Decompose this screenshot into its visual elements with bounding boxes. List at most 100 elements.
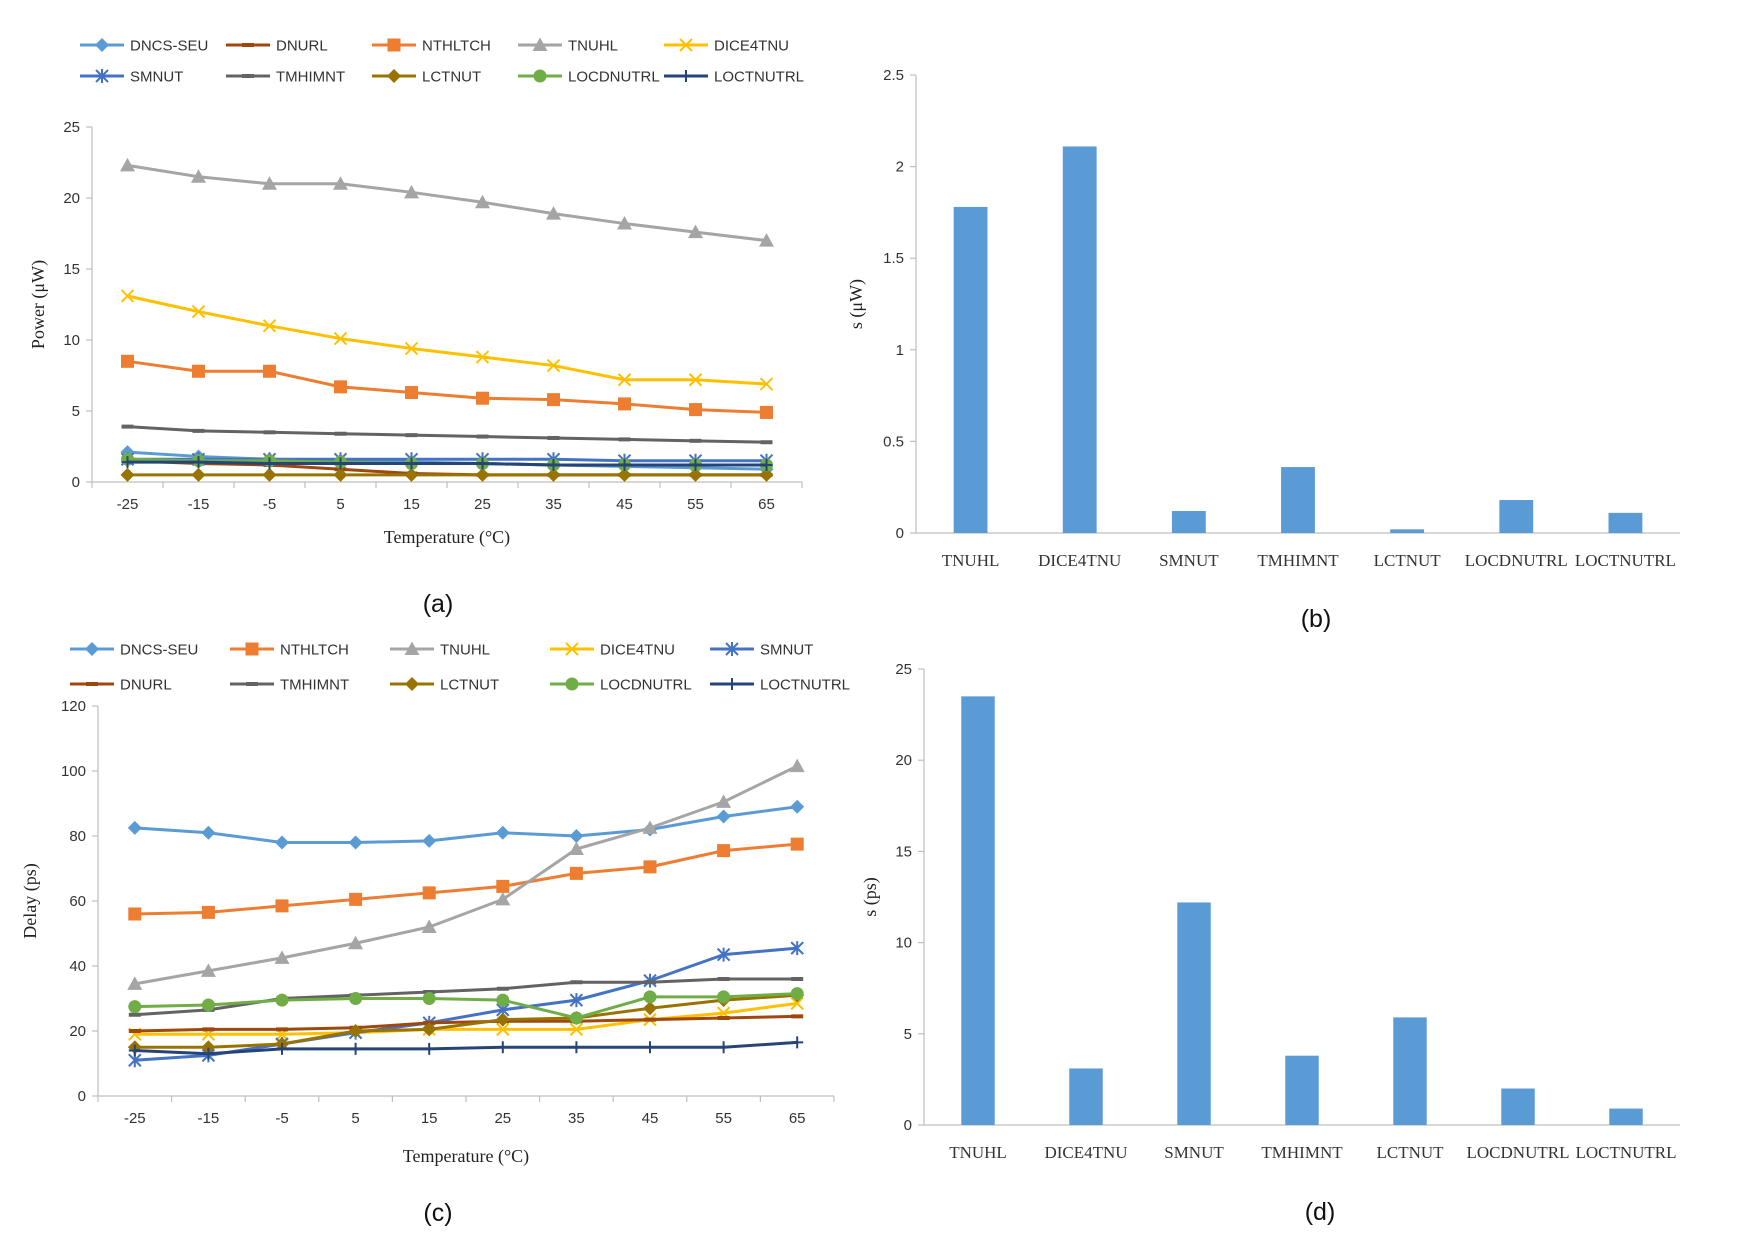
- data-point-smnut: [790, 941, 804, 956]
- data-point-locdnutrl: [717, 990, 731, 1004]
- data-point-dnurl: [202, 1027, 215, 1032]
- data-point-tnuhl: [333, 176, 348, 190]
- legend-label: DNURL: [276, 38, 328, 55]
- data-point-dice4tnu: [617, 373, 632, 387]
- series-tmhimnt: [121, 424, 773, 445]
- data-point-nthltch: [618, 397, 631, 411]
- x-tick-label: -5: [275, 1110, 288, 1127]
- data-point-loctnutrl: [791, 1036, 804, 1049]
- data-point-nthltch: [201, 905, 215, 919]
- data-point-tmhimnt: [128, 1012, 141, 1017]
- data-point-dice4tnu: [546, 358, 561, 373]
- x-tick-label: LOCDNUTRL: [1467, 1143, 1570, 1162]
- legend-label: SMNUT: [130, 69, 183, 86]
- data-point-tnuhl: [421, 919, 437, 933]
- data-point-dice4tnu: [262, 319, 277, 333]
- bar-dice4tnu: [1062, 146, 1097, 533]
- data-point-nthltch: [263, 364, 276, 378]
- y-tick-label: 80: [69, 828, 86, 845]
- legend: DNCS-SEU DNURL NTHLTCH TNUHL DICE4TNU SMNUT TM…: [80, 37, 804, 86]
- data-point-lctnut: [475, 467, 490, 482]
- x-tick-label: TMHIMNT: [1261, 1143, 1343, 1162]
- legend-marker: [532, 37, 548, 51]
- legend-item-dncs-seu: DNCS-SEU: [70, 642, 198, 659]
- y-tick-label: 0: [78, 1088, 86, 1105]
- data-point-loctnutrl: [121, 456, 134, 469]
- y-tick-label: 5: [904, 1026, 912, 1043]
- legend-label: DNCS-SEU: [120, 642, 198, 659]
- data-point-smnut: [716, 947, 731, 962]
- data-point-tnuhl: [120, 157, 135, 172]
- legend-item-locdnutrl: LOCDNUTRL: [518, 69, 660, 86]
- chart-a: 0 5 10 15 20 25 -25 -15 -5 5 15 25 35 45 55 65 Temperatu…: [28, 37, 804, 618]
- data-point-tmhimnt: [570, 980, 583, 985]
- series-loctnutrl: [121, 456, 773, 471]
- y-tick-label: 20: [69, 1023, 86, 1040]
- legend-label: DICE4TNU: [600, 642, 675, 659]
- y-tick-label: 25: [63, 119, 80, 136]
- panel-label: (c): [423, 1199, 452, 1227]
- data-point-nthltch: [760, 405, 773, 419]
- legend-marker: [85, 642, 99, 656]
- bar-locdnutrl: [1499, 500, 1534, 533]
- data-point-locdnutrl: [569, 1011, 583, 1025]
- data-point-dncs-seu: [201, 825, 216, 840]
- legend-label: LCTNUT: [440, 677, 499, 694]
- data-point-nthltch: [405, 386, 418, 400]
- bar-lctnut: [1393, 1017, 1427, 1125]
- data-point-tnuhl: [127, 976, 143, 990]
- data-point-lctnut: [262, 467, 277, 482]
- data-point-tnuhl: [688, 224, 703, 239]
- data-point-loctnutrl: [476, 457, 489, 470]
- data-point-dncs-seu: [495, 825, 510, 840]
- bar-tnuhl: [953, 206, 988, 534]
- data-point-nthltch: [349, 892, 363, 906]
- bar-smnut: [1177, 902, 1211, 1125]
- legend-label: SMNUT: [760, 642, 813, 659]
- x-tick-label: LCTNUT: [1374, 551, 1442, 570]
- data-point-nthltch: [643, 860, 657, 874]
- x-tick-label: -25: [124, 1110, 146, 1127]
- y-tick-label: 20: [63, 190, 80, 207]
- data-point-tnuhl: [475, 194, 490, 209]
- data-point-dice4tnu: [688, 373, 703, 387]
- y-tick-label: 60: [69, 893, 86, 910]
- legend-marker: [246, 682, 258, 686]
- data-point-nthltch: [569, 866, 583, 880]
- data-point-dice4tnu: [333, 331, 348, 346]
- data-point-loctnutrl: [644, 1041, 656, 1054]
- x-tick-label: 55: [687, 496, 704, 513]
- data-point-tnuhl: [495, 891, 511, 906]
- x-tick-label: LOCTNUTRL: [1575, 551, 1676, 570]
- x-tick-label: 15: [421, 1110, 438, 1127]
- data-point-loctnutrl: [128, 1044, 141, 1057]
- data-point-tmhimnt: [121, 424, 134, 429]
- data-point-dice4tnu: [569, 1022, 584, 1037]
- x-tick-label: 65: [758, 496, 775, 513]
- x-tick-label: 55: [715, 1110, 732, 1127]
- legend-marker: [725, 642, 739, 656]
- legend-item-dice4tnu: DICE4TNU: [664, 38, 789, 55]
- legend-marker: [405, 677, 419, 691]
- chart-d: 0 5 10 15 20 25 TNUHL DICE4TNU SMNUT TMHIMNT LCTNU…: [860, 661, 1680, 1226]
- series-loctnutrl: [128, 1036, 804, 1060]
- data-point-lctnut: [404, 467, 419, 482]
- series-nthltch: [128, 837, 804, 921]
- x-tick-label: -15: [188, 496, 210, 513]
- legend-label: NTHLTCH: [280, 642, 349, 659]
- legend-marker: [242, 43, 254, 47]
- legend-marker: [387, 69, 401, 83]
- legend-item-lctnut: LCTNUT: [390, 677, 499, 694]
- legend-item-smnut: SMNUT: [80, 69, 183, 86]
- legend-label: TMHIMNT: [280, 677, 349, 694]
- x-tick-label: SMNUT: [1159, 551, 1219, 570]
- legend-label: TMHIMNT: [276, 69, 345, 86]
- panel-label: (b): [1301, 605, 1332, 633]
- series-line-tnuhl: [127, 163, 767, 243]
- series-nthltch: [121, 354, 773, 419]
- legend-label: LOCTNUTRL: [760, 677, 850, 694]
- data-point-nthltch: [334, 380, 347, 394]
- data-point-dncs-seu: [127, 820, 142, 835]
- x-tick-label: LOCDNUTRL: [1465, 551, 1568, 570]
- data-point-nthltch: [496, 879, 510, 893]
